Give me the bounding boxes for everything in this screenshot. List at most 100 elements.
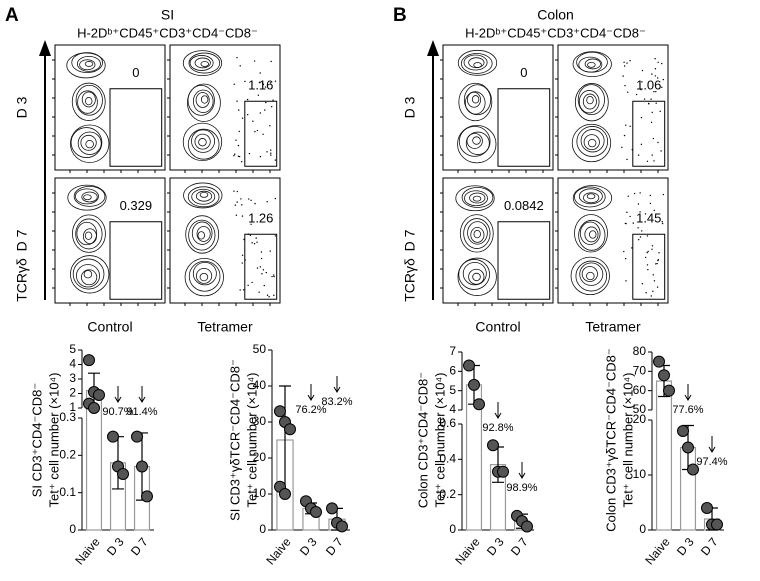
event-dot [236, 190, 239, 193]
contour [589, 230, 597, 239]
event-dot [631, 148, 633, 151]
contour [578, 219, 606, 251]
event-dot [243, 238, 245, 241]
contour [76, 221, 98, 246]
event-dot [238, 130, 240, 133]
event-dot [649, 202, 652, 205]
y-tick-label: 50 [633, 402, 647, 416]
event-dot [265, 101, 267, 104]
event-dot [624, 84, 626, 87]
contour [572, 185, 613, 211]
event-dot [627, 195, 629, 197]
y-tick-label: 20 [633, 412, 647, 426]
event-dot [652, 290, 654, 293]
event-dot [269, 82, 272, 84]
event-dot [623, 250, 625, 253]
bar [655, 380, 673, 531]
event-dot [622, 75, 624, 77]
y-axis-title: Tet⁺ cell number (×10⁴) [46, 373, 61, 508]
gate [109, 88, 163, 167]
event-dot [655, 90, 657, 93]
event-dot [266, 294, 269, 296]
arrow [494, 402, 502, 419]
contour [457, 124, 497, 164]
event-dot [242, 289, 245, 291]
contour [191, 221, 213, 245]
event-dot [651, 245, 654, 247]
event-dot [261, 82, 264, 84]
contour [575, 260, 608, 292]
event-dot [237, 155, 240, 157]
contour [458, 82, 493, 122]
event-dot [247, 233, 250, 235]
event-dot [270, 154, 272, 156]
event-dot [249, 234, 252, 236]
column-label: Tetramer [585, 319, 641, 335]
data-point [463, 359, 475, 372]
contour [192, 89, 214, 113]
contour [468, 268, 485, 285]
event-dot [273, 274, 275, 276]
row-label: D 3 [14, 96, 30, 118]
event-dot [621, 146, 623, 149]
event-dot [647, 268, 649, 271]
x-tick-label: D 3 [484, 535, 507, 559]
contour [185, 215, 220, 254]
arrow [307, 384, 315, 401]
gate-value: 1.16 [248, 78, 273, 93]
contour [80, 269, 98, 286]
event-dot [623, 61, 625, 63]
panel-title: SI [161, 7, 174, 23]
contour [467, 91, 482, 108]
event-dot [657, 141, 659, 144]
event-dot [639, 236, 642, 238]
event-dot [657, 259, 659, 262]
x-tick-label: Naive [72, 535, 103, 568]
event-dot [644, 213, 647, 215]
event-dot [258, 291, 260, 293]
event-dot [662, 78, 665, 81]
event-dot [639, 192, 641, 194]
event-dot [246, 98, 249, 101]
event-dot [260, 251, 263, 253]
event-dot [635, 93, 638, 96]
data-point [117, 468, 129, 480]
event-dot [258, 81, 261, 84]
event-dot [247, 284, 249, 287]
contour [586, 95, 594, 105]
arrow [114, 386, 122, 403]
row-label: D 3 [402, 96, 418, 118]
contour [192, 261, 217, 286]
contour [461, 187, 494, 208]
event-dot [254, 130, 256, 133]
y-tick-label: 30 [253, 414, 267, 428]
event-dot [233, 153, 236, 155]
contour [76, 55, 101, 72]
annotation: 90.7% [102, 406, 133, 418]
x-tick-label: D 3 [297, 535, 320, 559]
contour [81, 91, 96, 108]
contour [84, 231, 93, 240]
event-dot [662, 193, 665, 196]
contour [583, 134, 600, 151]
data-point [93, 388, 105, 401]
gate [109, 221, 163, 300]
event-dot [259, 155, 262, 158]
contour [72, 258, 105, 290]
event-dot [653, 280, 656, 282]
contour [472, 136, 481, 145]
contour [76, 264, 100, 288]
y-tick-label: 0.1 [59, 485, 76, 499]
flow-plot [557, 177, 669, 304]
event-dot [625, 124, 627, 126]
annotation: 92.8% [482, 422, 513, 434]
data-point [663, 384, 675, 397]
annotation: 77.6% [672, 404, 703, 416]
y-axis-title: Tet⁺ cell number (×10⁴) [620, 373, 635, 508]
event-dot [640, 88, 642, 91]
gate-value: 0 [132, 65, 139, 80]
contour [70, 124, 110, 163]
event-dot [233, 154, 235, 157]
event-dot [256, 241, 258, 243]
